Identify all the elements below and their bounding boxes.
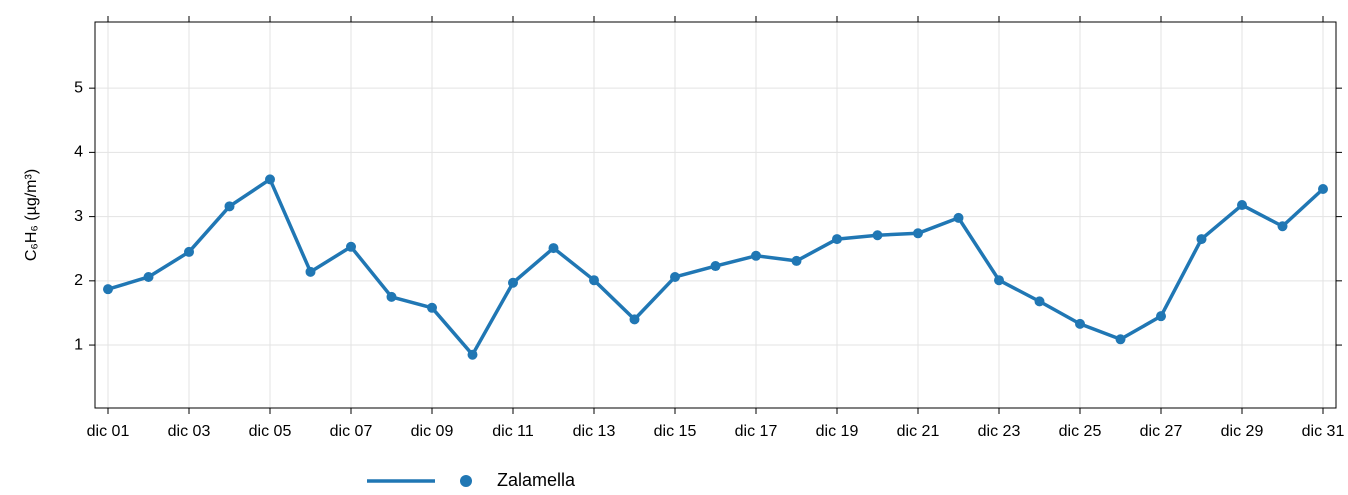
data-point xyxy=(710,261,721,272)
x-tick-label: dic 25 xyxy=(1059,423,1102,440)
data-point xyxy=(305,266,316,277)
legend-label: Zalamella xyxy=(497,470,576,490)
x-tick-label: dic 27 xyxy=(1140,423,1183,440)
data-point xyxy=(872,230,883,241)
data-point xyxy=(1115,334,1126,345)
data-point xyxy=(832,234,842,245)
y-tick-label: 4 xyxy=(74,144,83,161)
data-point xyxy=(548,243,559,254)
data-point xyxy=(913,228,923,239)
data-point xyxy=(427,302,437,313)
x-tick-label: dic 31 xyxy=(1302,423,1345,440)
data-point xyxy=(1237,200,1247,211)
data-point xyxy=(629,314,640,325)
data-point xyxy=(386,291,397,302)
y-tick-label: 1 xyxy=(74,336,83,353)
x-tick-label: dic 09 xyxy=(411,423,454,440)
data-point xyxy=(346,241,356,252)
data-point xyxy=(467,349,478,360)
data-point xyxy=(265,174,275,185)
legend-marker xyxy=(460,475,472,487)
x-tick-label: dic 15 xyxy=(654,423,697,440)
data-point xyxy=(1196,234,1207,245)
data-point xyxy=(953,212,964,223)
y-tick-label: 2 xyxy=(74,272,83,289)
data-point xyxy=(791,255,802,266)
y-tick-label: 5 xyxy=(74,79,83,96)
data-point xyxy=(508,277,518,288)
data-point xyxy=(143,271,154,282)
data-point xyxy=(184,246,194,257)
data-point xyxy=(1318,183,1328,194)
data-point xyxy=(751,250,761,261)
y-axis-label: C₆H₆ (µg/m³) xyxy=(23,169,40,261)
x-tick-label: dic 17 xyxy=(735,423,778,440)
data-point xyxy=(1277,221,1288,232)
x-tick-label: dic 19 xyxy=(816,423,859,440)
x-tick-label: dic 13 xyxy=(573,423,616,440)
x-tick-label: dic 23 xyxy=(978,423,1021,440)
data-point xyxy=(994,275,1004,286)
data-point xyxy=(1156,311,1166,322)
y-tick-label: 3 xyxy=(74,208,83,225)
x-tick-label: dic 03 xyxy=(168,423,211,440)
x-tick-label: dic 29 xyxy=(1221,423,1264,440)
x-tick-label: dic 21 xyxy=(897,423,940,440)
x-tick-label: dic 01 xyxy=(87,423,130,440)
plot-frame xyxy=(94,21,1337,409)
x-tick-label: dic 11 xyxy=(492,423,534,440)
data-point xyxy=(103,284,113,295)
data-point xyxy=(589,275,599,286)
x-tick-label: dic 05 xyxy=(249,423,292,440)
data-point xyxy=(224,201,235,212)
data-point xyxy=(1075,318,1085,329)
data-point xyxy=(670,271,680,282)
x-tick-label: dic 07 xyxy=(330,423,373,440)
data-point xyxy=(1034,296,1045,307)
